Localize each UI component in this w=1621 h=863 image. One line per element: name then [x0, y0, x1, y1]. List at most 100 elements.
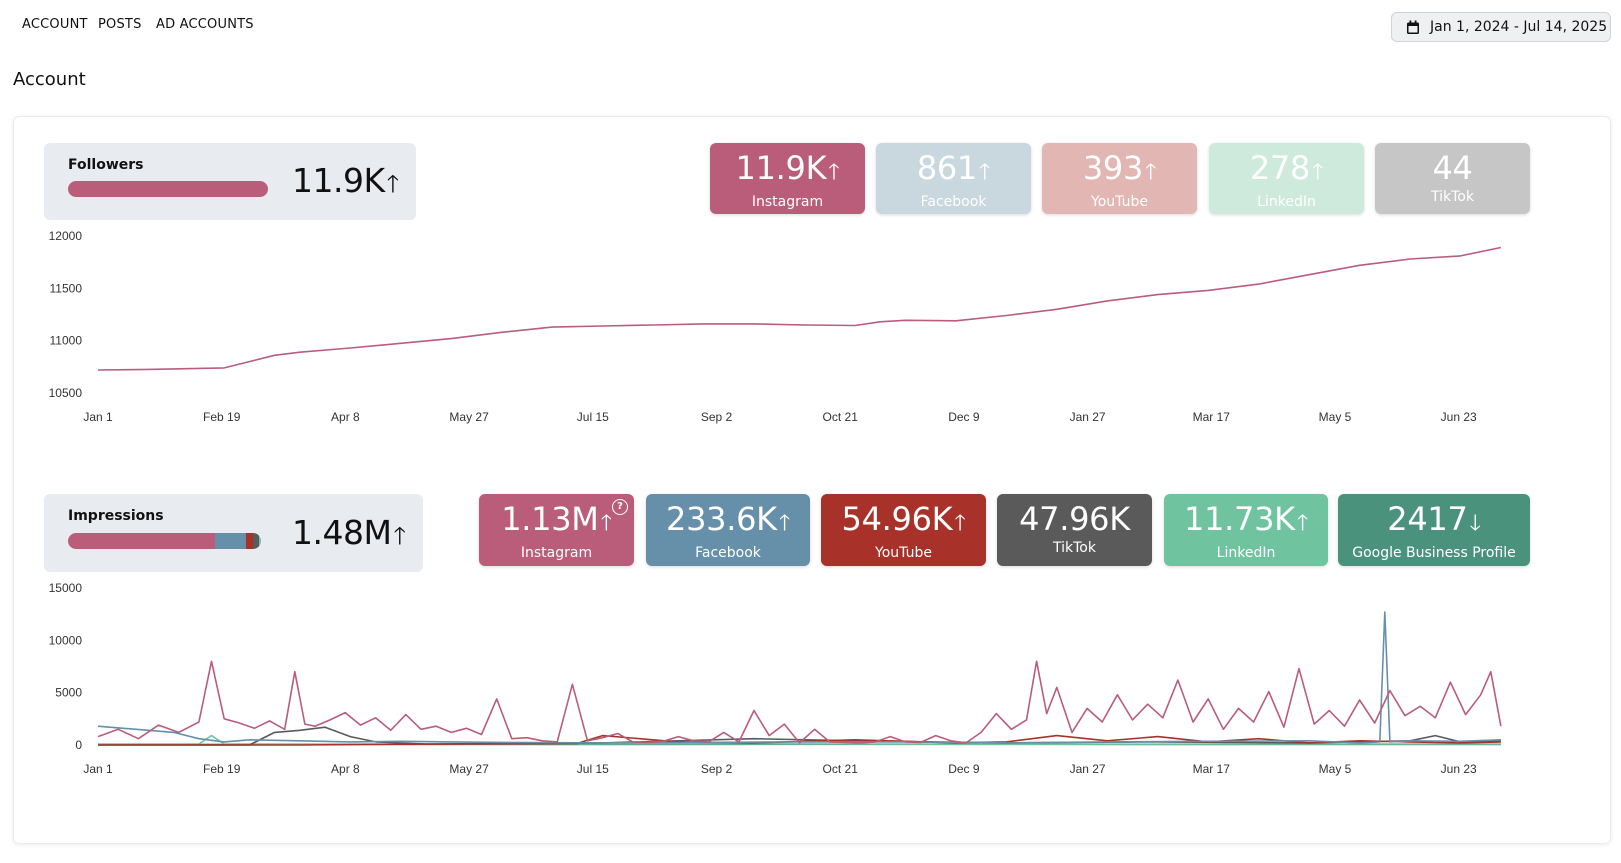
impressions-x-tick: May 27 — [449, 762, 489, 776]
impressions-tile-instagram[interactable]: 1.13M🡑 Instagram? — [479, 494, 634, 566]
tile-value-text: 54.96K — [841, 500, 953, 538]
impressions-x-tick: Oct 21 — [823, 762, 859, 776]
account-card: Followers 11.9K🡑 11.9K🡑 Instagram 861🡑 Face… — [13, 116, 1611, 844]
followers-label: Followers — [68, 157, 144, 173]
tile-value: 2417🡓 — [1338, 502, 1530, 541]
arrow-up-icon: 🡑 — [393, 522, 406, 550]
tile-value-text: 861 — [916, 149, 978, 187]
impressions-tile-facebook[interactable]: 233.6K🡑 Facebook — [646, 494, 810, 566]
tile-label: Facebook — [695, 545, 761, 561]
tile-value: 393🡑 — [1042, 151, 1197, 190]
tab-account[interactable]: ACCOUNT — [22, 17, 88, 32]
impressions-summary: Impressions 1.48M🡑 — [44, 494, 423, 572]
tile-value-text: 233.6K — [666, 500, 777, 538]
followers-x-tick: Jul 15 — [577, 410, 609, 424]
date-range-label: Jan 1, 2024 - Jul 14, 2025 — [1430, 19, 1608, 35]
tile-label: Instagram — [520, 545, 593, 561]
followers-x-tick: Mar 17 — [1193, 410, 1231, 424]
impressions-bar-segment-instagram — [68, 533, 216, 549]
date-range-picker[interactable]: Jan 1, 2024 - Jul 14, 2025 — [1391, 12, 1611, 42]
arrow-up-icon: 🡑 — [600, 511, 612, 536]
followers-value: 11.9K🡑 — [292, 161, 399, 200]
impressions-tile-tiktok[interactable]: 47.96K TikTok — [997, 494, 1152, 566]
followers-y-tick: 11500 — [50, 281, 83, 295]
impressions-x-tick: Jun 23 — [1441, 762, 1477, 776]
impressions-series-instagram[interactable] — [97, 660, 1502, 744]
impressions-x-tick: Sep 2 — [701, 762, 733, 776]
impressions-y-tick: 0 — [75, 738, 82, 752]
impressions-x-tick: Feb 19 — [203, 762, 241, 776]
arrow-up-icon: 🡑 — [1312, 160, 1324, 185]
followers-x-tick: Jun 23 — [1441, 410, 1477, 424]
impressions-y-tick: 10000 — [49, 633, 83, 647]
arrow-up-icon: 🡑 — [778, 511, 790, 536]
arrow-down-icon: 🡓 — [1469, 511, 1481, 536]
arrow-up-icon: 🡑 — [828, 160, 840, 185]
followers-x-tick: May 27 — [449, 410, 489, 424]
followers-y-tick: 10500 — [49, 386, 83, 400]
tile-value-text: 47.96K — [1019, 500, 1130, 538]
impressions-bar-segment-tiktok — [252, 533, 260, 549]
followers-tile-instagram[interactable]: 11.9K🡑 Instagram — [710, 143, 865, 214]
tile-label: LinkedIn — [1257, 194, 1316, 210]
followers-x-tick: Oct 21 — [823, 410, 859, 424]
tile-label: Instagram — [751, 194, 824, 210]
tab-ad-accounts[interactable]: AD ACCOUNTS — [156, 17, 254, 32]
followers-x-tick: Jan 1 — [83, 410, 113, 424]
followers-tile-facebook[interactable]: 861🡑 Facebook — [876, 143, 1031, 214]
followers-chart: 10500 11000 11500 12000 Jan 1 Feb 19 Apr 8 May … — [49, 229, 1502, 424]
followers-tile-youtube[interactable]: 393🡑 YouTube — [1042, 143, 1197, 214]
impressions-x-tick: Apr 8 — [331, 762, 360, 776]
tile-label: Google Business Profile — [1352, 545, 1516, 561]
followers-tile-linkedin[interactable]: 278🡑 LinkedIn — [1209, 143, 1364, 214]
impressions-x-tick: Jan 27 — [1070, 762, 1106, 776]
arrow-up-icon: 🡑 — [979, 160, 991, 185]
impressions-y-tick: 15000 — [49, 581, 83, 595]
followers-series-instagram[interactable] — [97, 246, 1502, 371]
impressions-tile-google-business-profile[interactable]: 2417🡓 Google Business Profile — [1338, 494, 1530, 566]
tile-value-text: 278 — [1249, 149, 1311, 187]
tile-value-text: 1.13M — [501, 500, 599, 538]
tile-value-text: 44 — [1432, 149, 1473, 187]
impressions-chart: 0 5000 10000 15000 Jan 1 Feb 19 Apr 8 May 27 Jul… — [49, 581, 1502, 776]
tile-value: 11.73K🡑 — [1164, 502, 1328, 541]
tile-value: 54.96K🡑 — [821, 502, 986, 541]
impressions-bar-segment-youtube — [245, 533, 253, 549]
tab-posts[interactable]: POSTS — [98, 17, 142, 32]
impressions-x-tick: May 5 — [1319, 762, 1352, 776]
help-icon[interactable]: ? — [612, 499, 628, 515]
impressions-label: Impressions — [68, 508, 164, 524]
impressions-x-tick: Jan 1 — [83, 762, 113, 776]
tile-value: 233.6K🡑 — [646, 502, 810, 541]
tile-label: LinkedIn — [1216, 545, 1276, 561]
impressions-x-tick: Jul 15 — [577, 762, 609, 776]
followers-x-tick: Jan 27 — [1070, 410, 1106, 424]
tile-label: YouTube — [875, 545, 932, 561]
impressions-tile-linkedin[interactable]: 11.73K🡑 LinkedIn — [1164, 494, 1328, 566]
followers-breakdown-bar — [68, 181, 268, 197]
followers-tile-tiktok[interactable]: 44 TikTok — [1375, 143, 1530, 214]
arrow-up-icon: 🡑 — [1145, 160, 1157, 185]
tile-label: YouTube — [1091, 194, 1148, 210]
impressions-breakdown-bar — [68, 533, 261, 549]
impressions-y-tick: 5000 — [55, 686, 82, 700]
followers-x-tick: May 5 — [1319, 410, 1352, 424]
tile-value: 861🡑 — [876, 151, 1031, 190]
tile-value-text: 2417 — [1387, 500, 1468, 538]
impressions-tile-youtube[interactable]: 54.96K🡑 YouTube — [821, 494, 986, 566]
followers-x-tick: Dec 9 — [948, 410, 980, 424]
tile-value: 1.13M🡑 — [479, 502, 634, 541]
followers-x-tick: Sep 2 — [701, 410, 733, 424]
arrow-up-icon: 🡑 — [1296, 511, 1308, 536]
followers-x-tick: Feb 19 — [203, 410, 241, 424]
impressions-series-facebook[interactable] — [97, 611, 1501, 744]
tile-label: TikTok — [1431, 189, 1474, 205]
tile-value: 11.9K🡑 — [710, 151, 865, 190]
impressions-bar-segment-facebook — [215, 533, 246, 549]
impressions-series-tiktok[interactable] — [98, 726, 1501, 746]
top-bar: ACCOUNT POSTS AD ACCOUNTS Jan 1, 2024 - … — [0, 0, 1621, 56]
calendar-icon — [1407, 20, 1419, 34]
followers-y-tick: 11000 — [50, 334, 83, 348]
followers-summary: Followers 11.9K🡑 — [44, 143, 416, 220]
followers-x-tick: Apr 8 — [331, 410, 360, 424]
